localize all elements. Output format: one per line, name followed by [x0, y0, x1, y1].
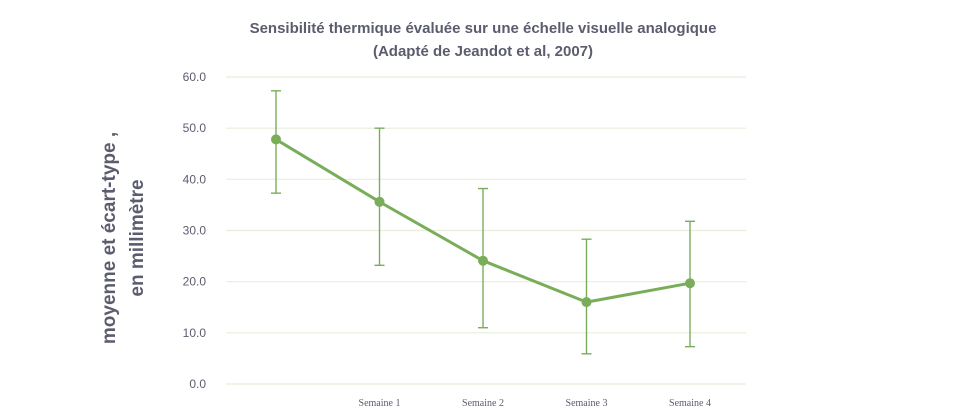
error-bars [271, 90, 695, 355]
x-tick-label: Semaine 3 [566, 398, 608, 409]
chart-title-line2: (Adapté de Jeandot et al, 2007) [372, 43, 594, 60]
chart-title-line1: Sensibilité thermique évaluée sur une éc… [249, 20, 717, 37]
y-tick-label: 40.0 [183, 172, 207, 186]
y-tick-label: 60.0 [183, 70, 207, 84]
data-point [478, 255, 488, 266]
data-point [374, 196, 385, 207]
data-points [271, 134, 695, 308]
y-tick-label: 20.0 [183, 275, 207, 289]
x-tick-label: Semaine 4 [669, 398, 711, 409]
y-tick-label: 30.0 [183, 224, 207, 238]
y-tick-label: 0.0 [189, 377, 206, 391]
data-point [685, 278, 695, 289]
x-tick-label: Semaine 1 [359, 398, 401, 409]
y-tick-label: 10.0 [183, 326, 207, 340]
x-tick-labels: Semaine 1 Semaine 2 Semaine 3 Semaine 4 [359, 398, 711, 409]
x-tick-label: Semaine 2 [462, 398, 504, 409]
y-tick-labels: 0.0 10.0 20.0 30.0 40.0 50.0 60.0 [183, 70, 207, 391]
grid-lines [226, 76, 746, 385]
chart-title: Sensibilité thermique évaluée sur une éc… [0, 17, 966, 63]
y-tick-label: 50.0 [183, 121, 207, 135]
data-point [271, 134, 281, 145]
data-point [581, 297, 592, 308]
